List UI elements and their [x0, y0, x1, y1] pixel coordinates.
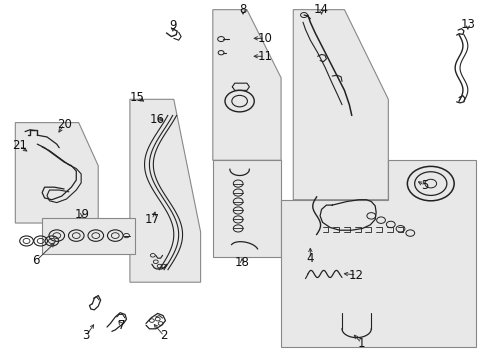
Text: 14: 14	[313, 3, 328, 16]
Text: 4: 4	[306, 252, 313, 265]
Text: 8: 8	[239, 3, 246, 16]
Text: 10: 10	[257, 32, 272, 45]
Polygon shape	[212, 160, 281, 257]
Text: 15: 15	[129, 91, 144, 104]
Text: 13: 13	[459, 18, 474, 31]
Text: 18: 18	[234, 256, 249, 269]
Text: 12: 12	[348, 269, 364, 282]
Text: 1: 1	[357, 337, 365, 350]
Text: 2: 2	[160, 329, 167, 342]
Text: 5: 5	[420, 179, 427, 192]
Text: 19: 19	[75, 208, 89, 221]
Polygon shape	[15, 123, 98, 223]
Text: 9: 9	[169, 19, 176, 32]
Polygon shape	[42, 218, 135, 253]
Polygon shape	[281, 160, 475, 347]
Polygon shape	[130, 99, 200, 282]
Text: 3: 3	[82, 329, 89, 342]
Polygon shape	[293, 10, 387, 200]
Text: 17: 17	[144, 213, 159, 226]
Text: 6: 6	[33, 254, 40, 267]
Text: 11: 11	[257, 50, 272, 63]
Polygon shape	[212, 10, 281, 160]
Text: 21: 21	[12, 139, 27, 152]
Text: 7: 7	[118, 319, 125, 332]
Text: 20: 20	[57, 118, 71, 131]
Text: 16: 16	[149, 113, 164, 126]
